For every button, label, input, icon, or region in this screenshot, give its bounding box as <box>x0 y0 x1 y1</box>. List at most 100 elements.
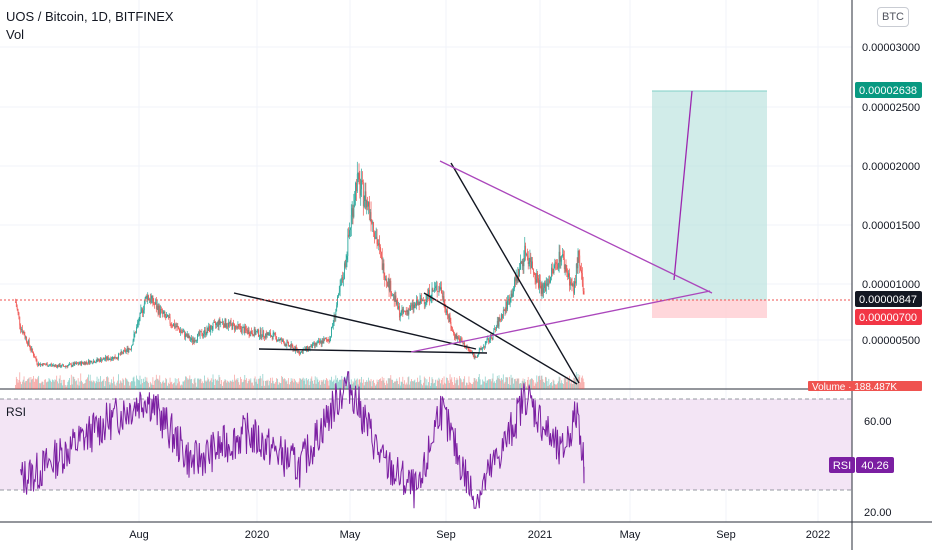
trendline-lower-purple[interactable] <box>410 290 711 353</box>
candle-body <box>362 180 363 182</box>
volume-bar <box>505 377 507 389</box>
trendline-drawings[interactable] <box>233 162 580 385</box>
candle-body <box>498 317 500 327</box>
candle-body <box>187 334 189 338</box>
trendline-support-left[interactable] <box>258 348 488 354</box>
candle-body <box>128 348 130 352</box>
candle <box>331 323 333 329</box>
candle-body <box>300 351 302 355</box>
candle-body <box>337 293 339 297</box>
candle <box>162 310 164 314</box>
candle <box>118 353 120 355</box>
volume-bar <box>252 385 254 389</box>
candle <box>146 293 148 303</box>
volume-bar <box>163 382 165 389</box>
projection-path[interactable] <box>673 90 693 281</box>
candle-body <box>161 309 162 310</box>
volume-bar <box>496 379 497 389</box>
volume-bar <box>434 382 435 389</box>
volume-bar <box>272 380 274 389</box>
stop-zone[interactable] <box>652 300 767 318</box>
trendline-steep-down[interactable] <box>450 162 580 384</box>
candle-body <box>89 361 91 364</box>
candle-body <box>35 357 37 361</box>
candle <box>448 313 450 323</box>
volume-bar <box>441 379 442 389</box>
volume-bar <box>476 379 478 389</box>
candle <box>346 251 348 268</box>
candle <box>199 329 201 339</box>
volume-bar <box>462 381 464 389</box>
candle <box>366 199 368 215</box>
candle-body <box>51 364 52 366</box>
volume-bar <box>308 385 310 389</box>
candle <box>563 249 564 260</box>
volume-bar <box>256 379 258 389</box>
candle-body <box>45 364 46 366</box>
volume-bar <box>133 376 135 389</box>
candle <box>314 342 316 349</box>
currency-button[interactable]: BTC <box>877 7 909 27</box>
volume-bar <box>144 376 146 389</box>
volume-bar <box>87 377 89 389</box>
volume-bar <box>219 377 221 389</box>
candle <box>475 355 477 358</box>
candle-body <box>371 222 373 224</box>
candle-body <box>60 366 62 368</box>
candle-body <box>373 222 375 233</box>
volume-bar <box>554 383 556 389</box>
candle <box>283 338 284 344</box>
candle-body <box>172 325 174 327</box>
rsi-axis[interactable]: 60.00 20.00 <box>864 416 892 519</box>
candle-body <box>156 305 158 310</box>
volume-bar <box>208 379 210 389</box>
candle-body <box>478 349 480 354</box>
candle <box>337 295 338 308</box>
target-zone[interactable] <box>652 91 767 300</box>
candle <box>411 299 413 311</box>
candle-body <box>425 300 427 303</box>
candle <box>299 351 301 357</box>
volume-bar <box>415 382 417 389</box>
volume-bar <box>387 378 389 389</box>
candle <box>440 281 442 291</box>
volume-bar <box>300 378 302 389</box>
candle-body <box>460 338 462 341</box>
volume-bar <box>121 383 123 389</box>
candle-body <box>534 273 536 280</box>
trendline-descending-left[interactable] <box>233 292 477 350</box>
candle-body <box>146 295 148 300</box>
candle-body <box>119 354 121 355</box>
volume-bar <box>17 382 19 389</box>
candle-body <box>540 286 542 294</box>
symbol-title[interactable]: UOS / Bitcoin, 1D, BITFINEX <box>6 9 174 24</box>
candle-body <box>523 258 525 267</box>
volume-label[interactable]: Vol <box>6 27 25 42</box>
candle-body <box>70 364 72 367</box>
trendline-upper-purple[interactable] <box>439 160 713 294</box>
candle <box>246 327 248 335</box>
candle <box>263 329 265 340</box>
candle-body <box>268 333 270 336</box>
candle <box>56 364 58 369</box>
trendline-cross[interactable] <box>423 292 578 385</box>
volume-bar <box>301 379 302 389</box>
candle <box>291 343 293 348</box>
volume-bar <box>549 384 551 389</box>
time-axis[interactable]: Aug 2020 May Sep 2021 May Sep 2022 <box>129 529 830 541</box>
candle <box>16 304 18 311</box>
volume-bar <box>111 379 113 389</box>
candle <box>269 330 271 336</box>
purple-trendlines[interactable] <box>410 160 713 353</box>
candle-body <box>189 335 191 341</box>
candle <box>560 256 562 269</box>
candle <box>258 334 260 340</box>
price-axis[interactable]: 0.00003000 0.00002500 0.00002000 0.00001… <box>862 42 920 347</box>
candle-body <box>285 344 287 347</box>
candle-body <box>167 315 169 318</box>
candle-body <box>386 281 388 287</box>
candle-body <box>388 278 390 291</box>
candle <box>57 364 58 369</box>
candle <box>482 347 484 352</box>
candle <box>568 270 569 280</box>
